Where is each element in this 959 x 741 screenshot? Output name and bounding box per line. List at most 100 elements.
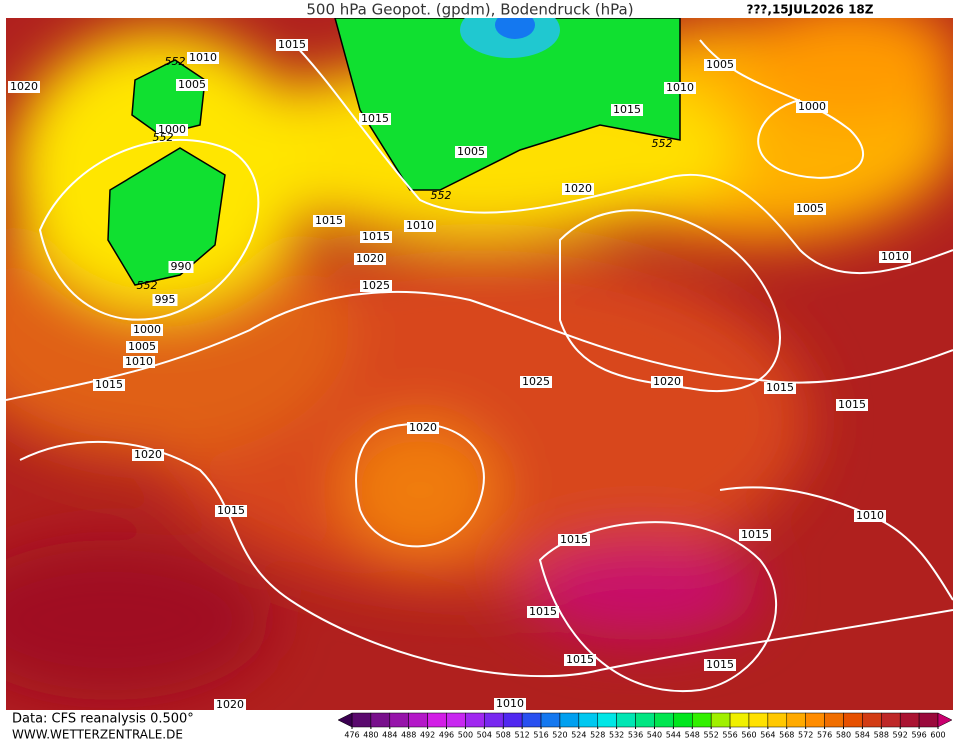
isobar-label: 1020 xyxy=(216,698,244,711)
isobar-label-box xyxy=(739,529,771,541)
colorbar-bin xyxy=(654,712,674,728)
colorbar-tick-label: 592 xyxy=(893,731,908,740)
isobar-label-box xyxy=(562,183,594,195)
isobar-label-box xyxy=(404,220,436,232)
colorbar-bin xyxy=(597,712,617,728)
colorbar-bin xyxy=(729,712,750,728)
isobar-label-box xyxy=(187,52,219,64)
isobar-label: 1020 xyxy=(10,80,38,93)
isobar-label-box xyxy=(126,341,158,353)
colorbar-tick-label: 580 xyxy=(836,731,851,740)
isobar-label-box xyxy=(8,81,40,93)
isobar-label: 1020 xyxy=(356,252,384,265)
isobar-label-box xyxy=(764,382,796,394)
colorbar-tick-label: 572 xyxy=(798,731,813,740)
isobar-label: 1015 xyxy=(741,528,769,541)
colorbar-tick-label: 508 xyxy=(496,731,511,740)
colorbar-tick-label: 476 xyxy=(344,731,359,740)
isobar-label-box xyxy=(93,379,125,391)
colorbar-bin xyxy=(843,712,863,728)
colorbar-tick-label: 488 xyxy=(401,731,416,740)
isobar-label-box xyxy=(214,699,246,711)
isobar-label-box xyxy=(359,113,391,125)
colorbar-bin xyxy=(408,712,428,728)
colorbar-bin xyxy=(786,712,806,728)
colorbar-tick-label: 600 xyxy=(930,731,945,740)
colorbar-tick-label: 496 xyxy=(439,731,454,740)
isobar-label-box xyxy=(664,82,696,94)
colorbar-bin xyxy=(899,712,920,728)
colorbar-tick-label: 516 xyxy=(533,731,548,740)
isobar-label: 1010 xyxy=(189,51,217,64)
colorbar-bin xyxy=(710,712,731,728)
isobar-label: 1005 xyxy=(128,340,156,353)
colorbar-tick-label: 528 xyxy=(590,731,605,740)
isobar-label-box xyxy=(651,376,683,388)
colorbar-tick-label: 568 xyxy=(779,731,794,740)
isobar-label: 1025 xyxy=(522,375,550,388)
isobar-label-box xyxy=(360,231,392,243)
contour-label: 552 xyxy=(165,55,186,68)
colorbar-bin xyxy=(389,712,409,728)
isobar-label: 1015 xyxy=(278,38,306,51)
isobar-label: 1015 xyxy=(560,533,588,546)
isobar-label-box xyxy=(558,534,590,546)
colorbar-tick-label: 560 xyxy=(741,731,756,740)
contour-label: 552 xyxy=(153,131,174,144)
isobar-label-box xyxy=(879,251,911,263)
isobar-label: 1015 xyxy=(838,398,866,411)
isobar-label: 990 xyxy=(171,260,192,273)
isobar-label: 1010 xyxy=(666,81,694,94)
colorbar-tick-label: 536 xyxy=(628,731,643,740)
isobar-label-box xyxy=(132,449,164,461)
isobar-label: 1015 xyxy=(613,103,641,116)
isobar-label-box xyxy=(354,253,386,265)
isobar-label-box xyxy=(564,654,596,666)
isobar-label-box xyxy=(854,510,886,522)
colorbar-bin xyxy=(673,712,693,728)
colorbar-bin xyxy=(881,712,901,728)
isobar-label-box xyxy=(455,146,487,158)
isobar-label: 1015 xyxy=(361,112,389,125)
isobar-label: 1010 xyxy=(856,509,884,522)
colorbar-bin xyxy=(767,712,788,728)
contour-label: 552 xyxy=(137,279,158,292)
isobar-label: 1015 xyxy=(315,214,343,227)
isobar-label: 1010 xyxy=(881,250,909,263)
data-source: Data: CFS reanalysis 0.500° xyxy=(12,712,194,727)
isobar-label: 1020 xyxy=(409,421,437,434)
colorbar-tick-label: 556 xyxy=(722,731,737,740)
colorbar-arrow-high xyxy=(937,712,953,728)
colorbar-tick-label: 544 xyxy=(666,731,681,740)
isobar-label: 1015 xyxy=(95,378,123,391)
isobar-label: 1000 xyxy=(798,100,826,113)
isobar-label-box xyxy=(527,606,559,618)
isobar-label-box xyxy=(131,324,163,336)
colorbar-tick-label: 500 xyxy=(458,731,473,740)
isobar-label-box xyxy=(611,104,643,116)
isobar-label: 1020 xyxy=(134,448,162,461)
isobar-label-box xyxy=(313,215,345,227)
isobar-label: 1015 xyxy=(766,381,794,394)
colorbar-bin xyxy=(559,712,580,728)
colorbar-tick-label: 480 xyxy=(363,731,378,740)
colorbar-tick-label: 540 xyxy=(647,731,662,740)
isobar-label: 995 xyxy=(155,293,176,306)
isobar-label: 1005 xyxy=(706,58,734,71)
isobar-label: 1015 xyxy=(529,605,557,618)
isobar-label-box xyxy=(407,422,439,434)
isobar-label-box xyxy=(704,659,736,671)
isobar-labels: 1015101010051000102010151005101010051015… xyxy=(8,38,911,711)
isobar-label-box xyxy=(156,124,188,136)
map-title: 500 hPa Geopot. (gpdm), Bodendruck (hPa) xyxy=(306,1,633,19)
isobar-label: 1000 xyxy=(133,323,161,336)
colorbar-bin xyxy=(635,712,655,728)
colorbar-bin xyxy=(521,712,542,728)
isobar-label: 1020 xyxy=(564,182,592,195)
isobar-label: 1015 xyxy=(706,658,734,671)
colorbar-tick-label: 588 xyxy=(874,731,889,740)
colorbar-bin xyxy=(540,712,561,728)
contour-label: 552 xyxy=(431,189,452,202)
isobar-label-box xyxy=(794,203,826,215)
